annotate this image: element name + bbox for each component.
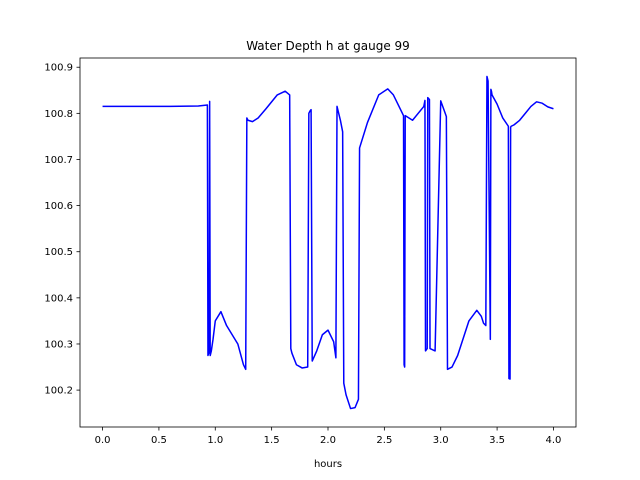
series-line-0 xyxy=(102,75,554,410)
x-tick-label: 4.0 xyxy=(546,435,562,446)
chart-title: Water Depth h at gauge 99 xyxy=(246,39,410,53)
x-tick-label: 1.0 xyxy=(207,435,223,446)
y-tick-label: 100.2 xyxy=(44,386,73,397)
x-tick-label: 1.5 xyxy=(264,435,280,446)
y-tick-label: 100.6 xyxy=(44,201,73,212)
x-tick-label: 2.0 xyxy=(320,435,336,446)
y-axis: 100.2 100.3 100.4 100.5 100.6 100.7 100.8 100.9 xyxy=(44,63,80,397)
x-tick-label: 0.5 xyxy=(151,435,167,446)
x-axis: 0.0 0.5 1.0 1.5 2.0 2.5 3.0 3.5 4.0 xyxy=(95,427,562,446)
plot-area xyxy=(79,57,577,428)
y-tick-label: 100.5 xyxy=(44,247,73,258)
x-tick-label: 3.5 xyxy=(489,435,505,446)
y-tick-label: 100.3 xyxy=(44,339,73,350)
y-tick-label: 100.9 xyxy=(44,63,73,74)
x-tick-label: 3.0 xyxy=(433,435,449,446)
y-tick-label: 100.4 xyxy=(44,293,73,304)
y-tick-label: 100.8 xyxy=(44,109,73,120)
x-axis-label: hours xyxy=(314,459,342,470)
x-tick-label: 0.0 xyxy=(95,435,111,446)
x-tick-label: 2.5 xyxy=(376,435,392,446)
y-tick-label: 100.7 xyxy=(44,155,73,166)
